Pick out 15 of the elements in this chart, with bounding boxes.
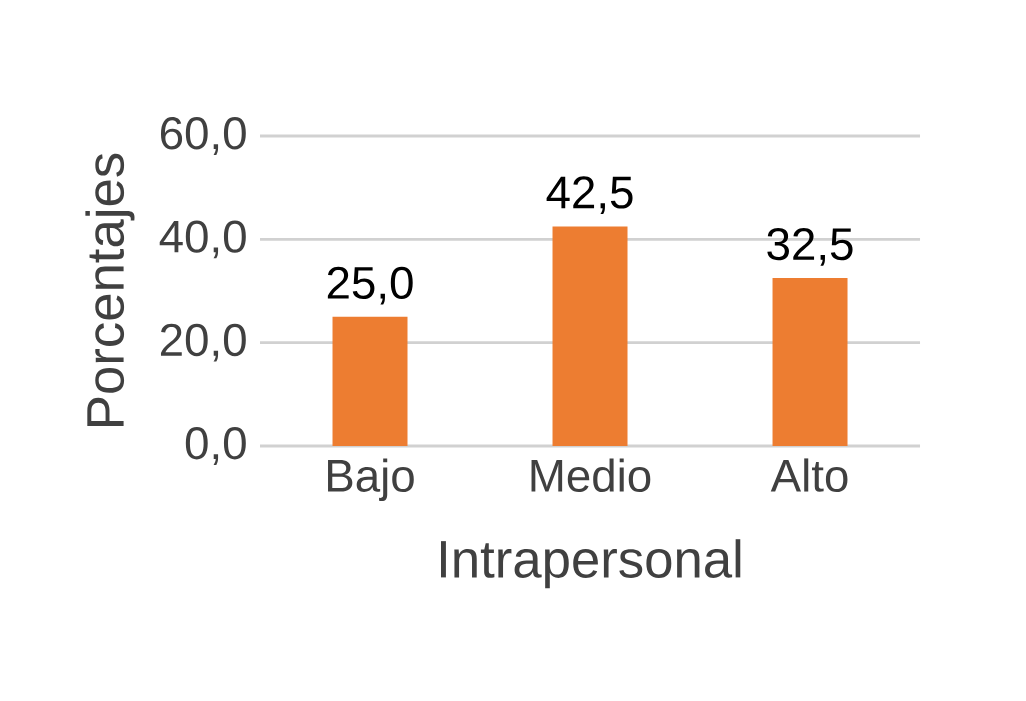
x-tick-label: Bajo: [328, 458, 414, 502]
x-axis-title: Intrapersonal: [441, 539, 741, 589]
y-tick-label: 20,0: [160, 323, 246, 362]
x-tick-label: Alto: [770, 458, 848, 492]
y-tick-label: 0,0: [185, 427, 246, 465]
x-tick-label: Medio: [531, 458, 651, 492]
y-tick-label: 60,0: [160, 117, 246, 155]
bar: [772, 278, 848, 447]
bar: [552, 226, 628, 447]
data-label: 32,5: [767, 227, 853, 266]
y-tick-label: 40,0: [159, 220, 246, 259]
bar: [332, 316, 408, 447]
y-axis-title: Porcentajes: [85, 153, 135, 426]
data-label: 42,5: [546, 176, 633, 215]
data-label: 25,0: [327, 266, 413, 305]
